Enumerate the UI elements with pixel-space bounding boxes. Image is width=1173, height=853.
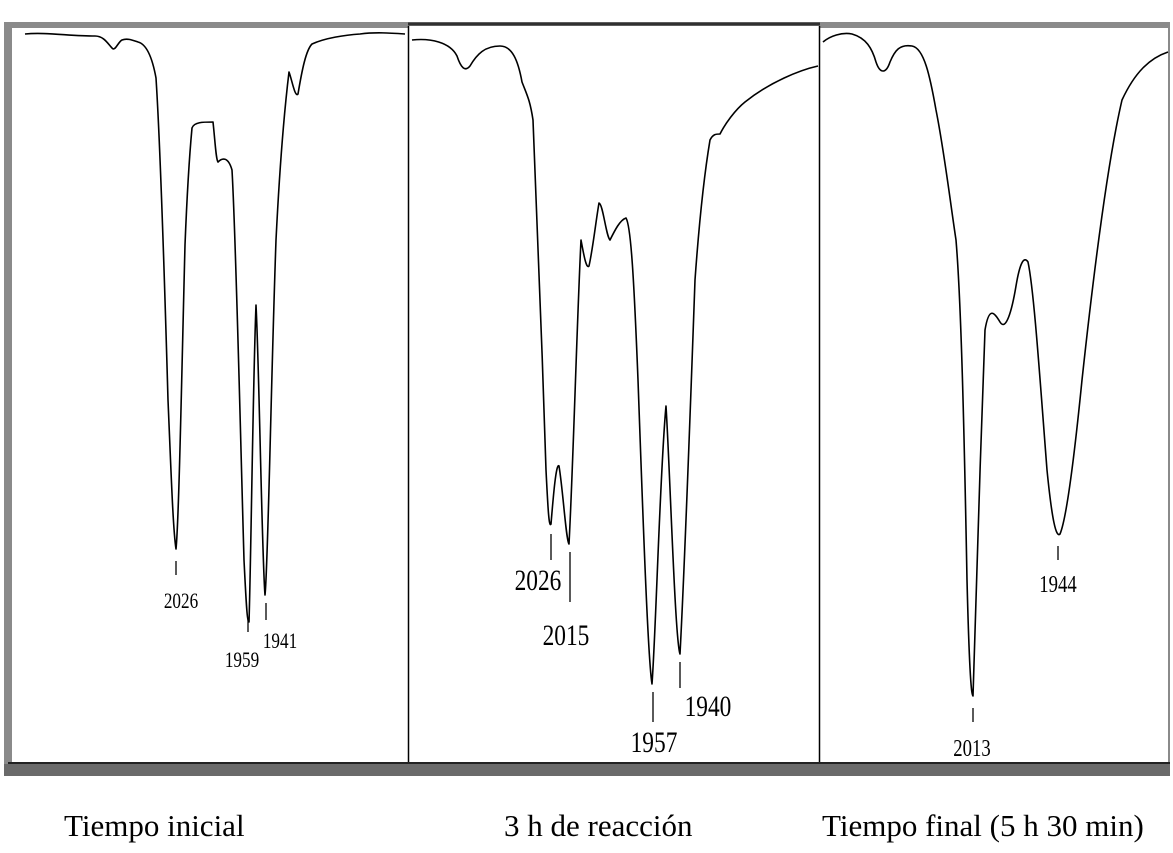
panel-1-area [409, 26, 819, 762]
peak-label: 1944 [1039, 571, 1077, 598]
panel-0-area [12, 28, 408, 762]
spectrum-line-tiempo-inicial [24, 32, 406, 623]
peak-label: 1959 [225, 648, 259, 673]
peak-label: 1957 [631, 725, 678, 758]
panel-title-tiempo-inicial: Tiempo inicial [64, 808, 245, 843]
peak-label: 2013 [953, 735, 990, 762]
peak-label: 2026 [164, 589, 198, 614]
peak-label: 2015 [543, 618, 590, 651]
peak-label: 2026 [515, 563, 562, 596]
peak-label: 1940 [685, 689, 732, 722]
peak-label: 1941 [263, 629, 297, 654]
panel-2-area [820, 28, 1168, 762]
panel-title-3h-reaccion: 3 h de reacción [504, 808, 693, 843]
panel-title-tiempo-final: Tiempo final (5 h 30 min) [822, 808, 1144, 843]
figure-shadow-bottom [4, 764, 1170, 776]
spectrum-line-3h [411, 38, 819, 685]
spectrum-line-tiempo-final [822, 32, 1169, 697]
